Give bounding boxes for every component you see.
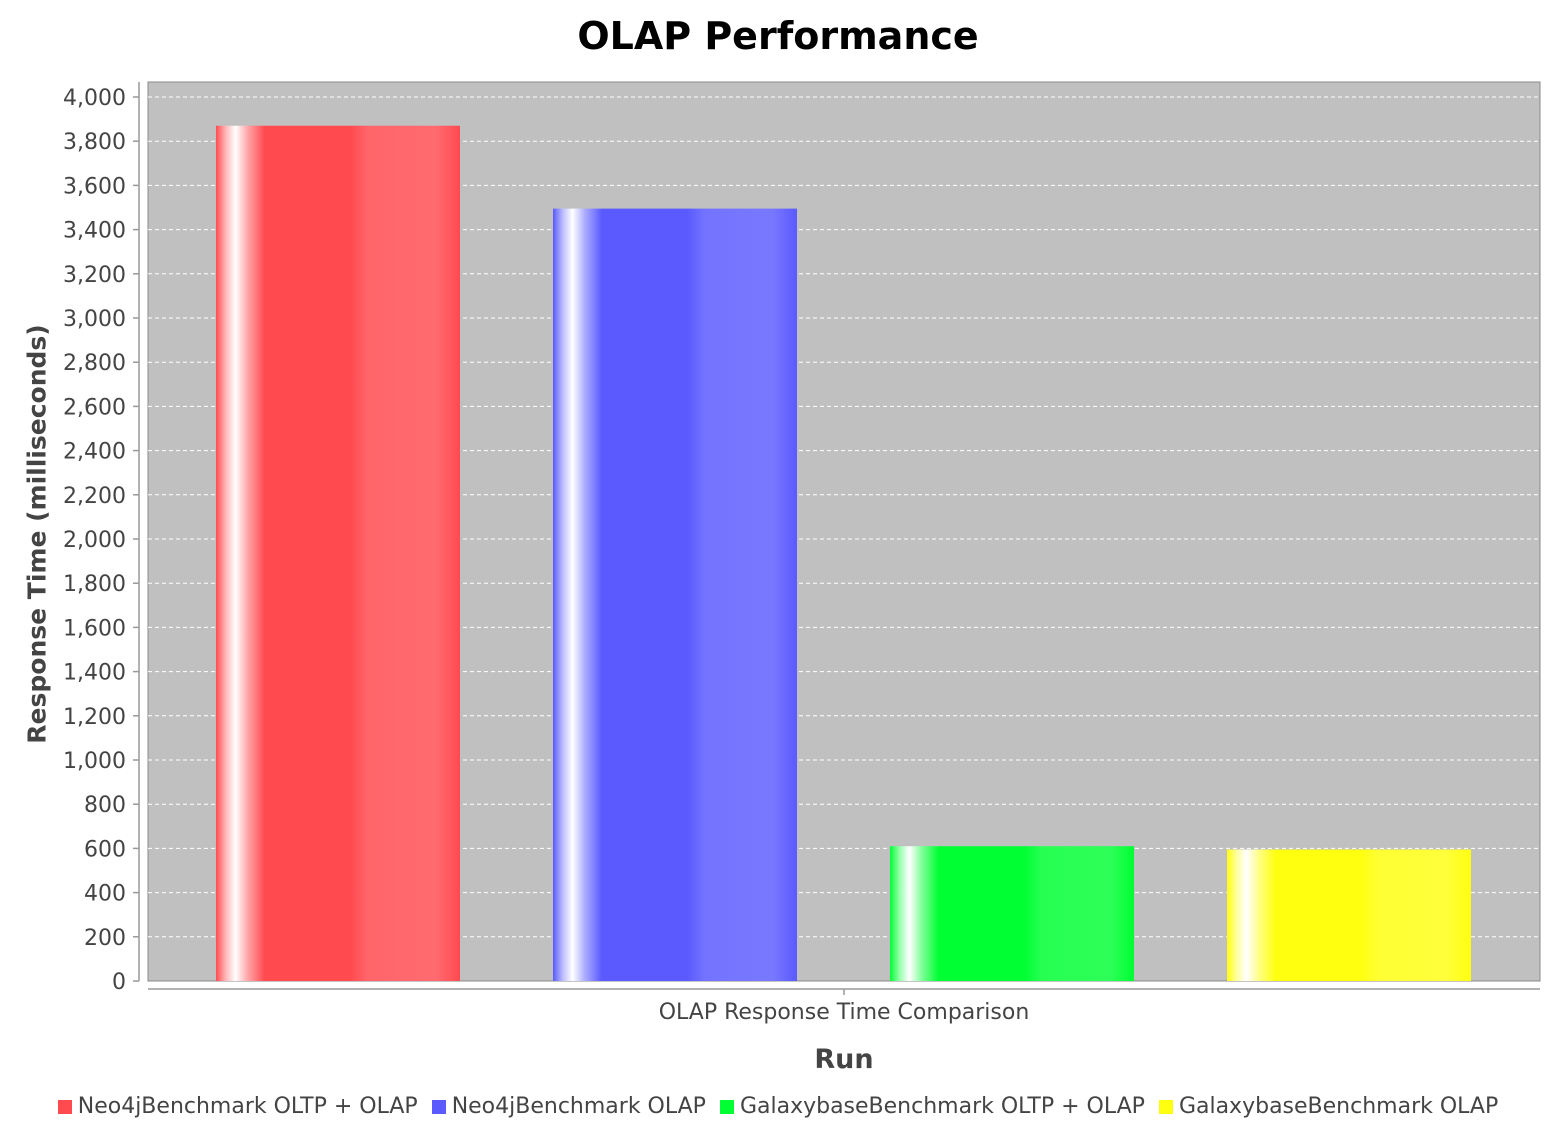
legend: Neo4jBenchmark OLTP + OLAP Neo4jBenchmar… <box>0 1094 1556 1119</box>
y-tick-label: 2,000 <box>63 528 126 553</box>
y-tick-label: 4,000 <box>63 86 126 111</box>
y-tick-label: 200 <box>84 926 126 951</box>
y-tick-label: 2,600 <box>63 395 126 420</box>
y-tick-label: 1,800 <box>63 572 126 597</box>
bar <box>1227 849 1471 981</box>
y-tick-label: 3,800 <box>63 130 126 155</box>
bar <box>216 125 460 982</box>
legend-swatch <box>57 1099 72 1114</box>
y-tick-label: 1,200 <box>63 705 126 730</box>
y-tick-label: 3,200 <box>63 263 126 288</box>
legend-item: GalaxybaseBenchmark OLTP + OLAP <box>719 1094 1145 1119</box>
bar <box>553 208 797 982</box>
y-tick-label: 800 <box>84 793 126 818</box>
x-axis-label: Run <box>814 1044 874 1075</box>
category-label: OLAP Response Time Comparison <box>658 1000 1030 1025</box>
y-tick-label: 3,400 <box>63 219 126 244</box>
y-tick-label: 400 <box>84 882 126 907</box>
y-tick-label: 3,600 <box>63 174 126 199</box>
legend-label: GalaxybaseBenchmark OLTP + OLAP <box>739 1094 1145 1119</box>
y-tick-label: 1,400 <box>63 661 126 686</box>
y-tick-label: 2,800 <box>63 351 126 376</box>
legend-label: Neo4jBenchmark OLTP + OLAP <box>77 1094 418 1119</box>
y-tick-label: 600 <box>84 837 126 862</box>
legend-label: Neo4jBenchmark OLAP <box>451 1094 706 1119</box>
y-tick-label: 3,000 <box>63 307 126 332</box>
plot-area: 0 200 400 600 800 1,000 1,200 1,400 1,600 1,800 2,… <box>63 81 1541 995</box>
y-tick-label: 0 <box>112 970 126 995</box>
legend-item: GalaxybaseBenchmark OLAP <box>1158 1094 1499 1119</box>
legend-swatch <box>1158 1099 1173 1114</box>
legend-swatch <box>719 1099 734 1114</box>
y-tick-label: 1,000 <box>63 749 126 774</box>
chart-title: OLAP Performance <box>577 14 979 58</box>
bar <box>890 846 1134 981</box>
y-tick-label: 1,600 <box>63 616 126 641</box>
bars <box>216 125 1471 982</box>
legend-label: GalaxybaseBenchmark OLAP <box>1178 1094 1499 1119</box>
legend-swatch <box>431 1099 446 1114</box>
legend-item: Neo4jBenchmark OLTP + OLAP <box>57 1094 418 1119</box>
y-axis-ticks: 0 200 400 600 800 1,000 1,200 1,400 1,600 1,800 2,… <box>63 86 139 995</box>
y-tick-label: 2,200 <box>63 484 126 509</box>
legend-item: Neo4jBenchmark OLAP <box>431 1094 706 1119</box>
y-tick-label: 2,400 <box>63 440 126 465</box>
